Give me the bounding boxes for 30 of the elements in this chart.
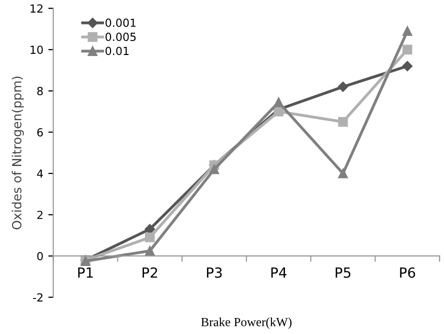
point [338,116,348,127]
legend-label: 0.005 [106,32,136,42]
y-axis-title: Oxides of Nitrogen(ppm) [12,76,24,230]
x-tick-label: P6 [400,267,416,278]
point [274,106,284,116]
point [338,168,348,178]
point [144,232,155,242]
x-axis-title: Brake Power(kW) [201,317,292,329]
x-tick-label: P3 [206,267,222,278]
x-tick-label: P4 [271,268,286,278]
point [338,82,348,92]
x-tick-label: P2 [142,267,158,278]
y-tick-label: 2 [37,210,42,219]
point [402,26,412,36]
point [209,164,220,174]
y-tick-label: -2 [33,293,42,302]
y-tick-label: 6 [37,128,43,137]
y-tick-label: 4 [37,170,43,178]
point [144,246,155,256]
y-tick-label: 0 [37,252,43,260]
x-tick-label: P1 [78,268,93,278]
point [402,44,412,54]
legend-label: 0.01 [106,46,129,56]
y-tick-label: 10 [30,46,43,54]
y-tick-label: 12 [30,4,42,13]
point [274,97,284,108]
y-tick-label: 8 [37,86,43,96]
point [402,61,412,72]
legend-label: 0.001 [106,18,136,27]
x-tick-label: P5 [336,268,350,278]
